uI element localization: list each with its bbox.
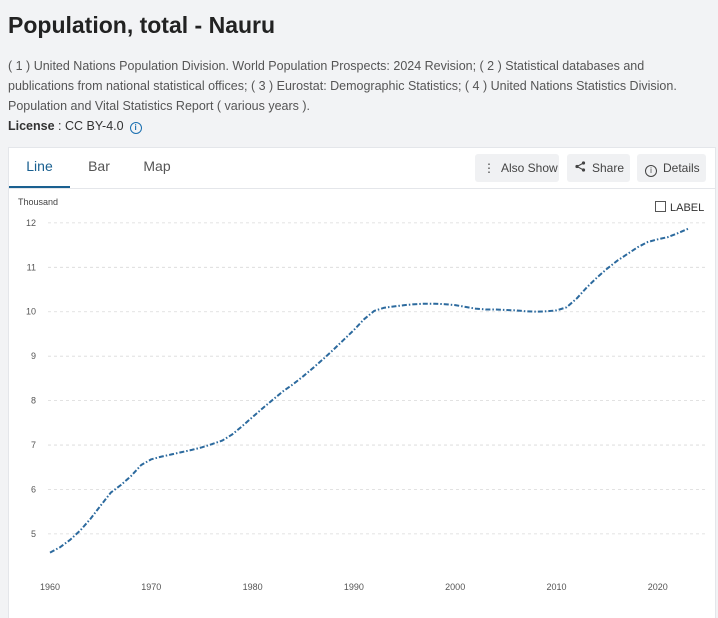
y-tick-label: 5 — [31, 529, 36, 539]
label-toggle-text: LABEL — [670, 202, 705, 214]
y-tick-label: 8 — [31, 396, 36, 406]
series-line — [49, 227, 689, 554]
chart-tabs: Line Bar Map ⋮ Also Show Share i Details — [9, 148, 715, 189]
license: License : CC BY-4.0 i — [8, 119, 142, 134]
share-icon — [575, 154, 586, 182]
sources-text: ( 1 ) United Nations Population Division… — [8, 59, 677, 113]
y-tick-label: 10 — [26, 307, 36, 317]
license-label: License — [8, 119, 55, 133]
also-show-label: Also Show — [501, 161, 558, 175]
info-icon[interactable]: i — [129, 122, 142, 134]
grid-lines — [48, 222, 708, 535]
tab-bar[interactable]: Bar — [88, 158, 110, 174]
share-button[interactable]: Share — [567, 154, 630, 182]
x-tick-label: 1960 — [40, 582, 60, 592]
tab-line[interactable]: Line — [9, 148, 70, 188]
axis-labels: Thousand 5 6 7 8 9 10 11 12 1960 1970 1980 1990 2000 2… — [18, 197, 668, 592]
y-tick-label: 7 — [31, 440, 36, 450]
details-label: Details — [663, 161, 700, 175]
info-circle-icon: i — [645, 165, 657, 177]
tab-map[interactable]: Map — [143, 158, 171, 174]
label-checkbox[interactable] — [655, 201, 666, 212]
x-tick-label: 1970 — [141, 582, 161, 592]
more-vertical-icon: ⋮ — [483, 161, 495, 175]
details-button[interactable]: i Details — [637, 154, 706, 182]
x-tick-label: 2010 — [546, 582, 566, 592]
y-tick-label: 11 — [27, 262, 36, 272]
page-title: Population, total - Nauru — [8, 12, 276, 38]
y-tick-label: 6 — [31, 484, 36, 494]
x-tick-label: 2020 — [648, 582, 668, 592]
license-value: : CC BY-4.0 — [54, 119, 124, 133]
x-tick-label: 2000 — [445, 582, 465, 592]
y-tick-label: 12 — [26, 218, 36, 228]
y-tick-label: 9 — [31, 351, 36, 361]
x-tick-label: 1980 — [243, 582, 263, 592]
y-unit-label: Thousand — [18, 197, 58, 207]
share-label: Share — [592, 161, 625, 175]
also-show-button[interactable]: ⋮ Also Show — [475, 154, 559, 182]
x-tick-label: 1990 — [344, 582, 364, 592]
label-toggle[interactable]: LABEL — [655, 201, 704, 214]
chart-panel: Line Bar Map ⋮ Also Show Share i Details — [8, 147, 716, 618]
